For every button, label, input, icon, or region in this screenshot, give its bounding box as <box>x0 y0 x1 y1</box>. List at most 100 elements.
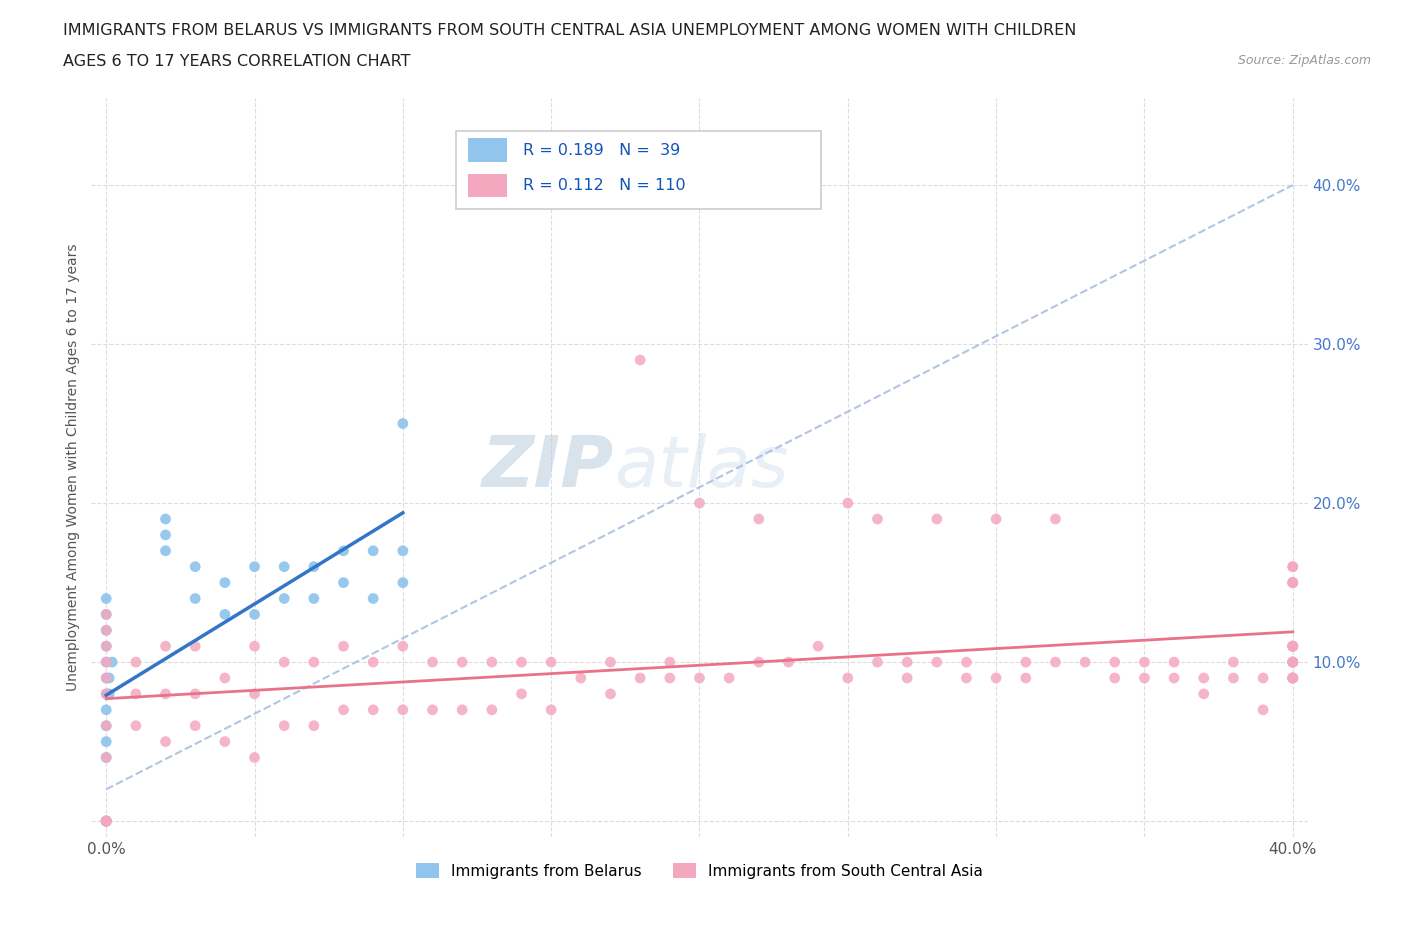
Point <box>1015 671 1038 685</box>
Point <box>1281 559 1303 574</box>
Point <box>778 655 800 670</box>
Point <box>689 496 711 511</box>
Point <box>361 543 384 558</box>
Point <box>1045 512 1067 526</box>
Point <box>243 686 266 701</box>
Point <box>689 671 711 685</box>
Point <box>1222 655 1244 670</box>
Point <box>101 655 124 670</box>
Point <box>361 591 384 606</box>
Point <box>184 686 207 701</box>
Legend: Immigrants from Belarus, Immigrants from South Central Asia: Immigrants from Belarus, Immigrants from… <box>411 857 988 884</box>
Point <box>96 639 118 654</box>
Point <box>896 671 918 685</box>
Point <box>243 751 266 765</box>
FancyBboxPatch shape <box>468 139 508 162</box>
Point <box>273 655 295 670</box>
Point <box>896 655 918 670</box>
Point <box>96 607 118 622</box>
Point <box>1251 702 1274 717</box>
Point <box>184 559 207 574</box>
Point <box>96 814 118 829</box>
Point <box>125 718 148 733</box>
Point <box>1281 575 1303 590</box>
Point <box>748 512 770 526</box>
Point <box>96 671 118 685</box>
Point <box>599 686 621 701</box>
Point <box>1281 575 1303 590</box>
FancyBboxPatch shape <box>468 174 508 197</box>
Point <box>481 702 503 717</box>
Point <box>155 734 177 749</box>
Point <box>184 718 207 733</box>
Point <box>451 702 474 717</box>
Point <box>302 718 325 733</box>
Point <box>955 655 977 670</box>
Point <box>96 591 118 606</box>
Point <box>184 591 207 606</box>
Point <box>96 623 118 638</box>
Point <box>1281 671 1303 685</box>
Point <box>96 814 118 829</box>
Point <box>332 702 354 717</box>
Point <box>837 496 859 511</box>
Point <box>1133 655 1156 670</box>
Point <box>302 655 325 670</box>
Point <box>1281 575 1303 590</box>
Point <box>866 655 889 670</box>
Point <box>1281 639 1303 654</box>
Point <box>628 352 651 367</box>
Point <box>422 702 444 717</box>
Point <box>302 559 325 574</box>
Point <box>155 543 177 558</box>
Point <box>125 655 148 670</box>
Point <box>1281 655 1303 670</box>
Point <box>96 702 118 717</box>
Point <box>1281 655 1303 670</box>
Point <box>984 512 1007 526</box>
Point <box>1074 655 1097 670</box>
Point <box>658 655 681 670</box>
Point <box>392 639 415 654</box>
Point <box>748 655 770 670</box>
Point <box>1281 655 1303 670</box>
Point <box>955 671 977 685</box>
Point <box>96 671 118 685</box>
Point <box>1192 686 1215 701</box>
Point <box>96 814 118 829</box>
Point <box>96 607 118 622</box>
Point <box>96 814 118 829</box>
Point <box>96 814 118 829</box>
Point <box>628 671 651 685</box>
Point <box>510 655 533 670</box>
Point <box>96 639 118 654</box>
Point <box>1281 575 1303 590</box>
Point <box>155 512 177 526</box>
Point <box>1281 639 1303 654</box>
Point <box>392 543 415 558</box>
Point <box>96 751 118 765</box>
Point <box>866 512 889 526</box>
Point <box>1281 559 1303 574</box>
Point <box>1133 671 1156 685</box>
Point <box>1281 639 1303 654</box>
Point <box>96 814 118 829</box>
Point <box>1222 671 1244 685</box>
Text: ZIP: ZIP <box>482 432 614 502</box>
Point <box>807 639 830 654</box>
Point <box>1251 671 1274 685</box>
Point <box>214 607 236 622</box>
Point <box>1281 671 1303 685</box>
Point <box>451 655 474 670</box>
Point <box>361 655 384 670</box>
Point <box>658 671 681 685</box>
Point <box>96 718 118 733</box>
Point <box>243 559 266 574</box>
Point <box>361 702 384 717</box>
Point <box>925 655 948 670</box>
Point <box>392 575 415 590</box>
Point <box>1281 671 1303 685</box>
Point <box>1015 655 1038 670</box>
Point <box>214 734 236 749</box>
Point <box>1045 655 1067 670</box>
